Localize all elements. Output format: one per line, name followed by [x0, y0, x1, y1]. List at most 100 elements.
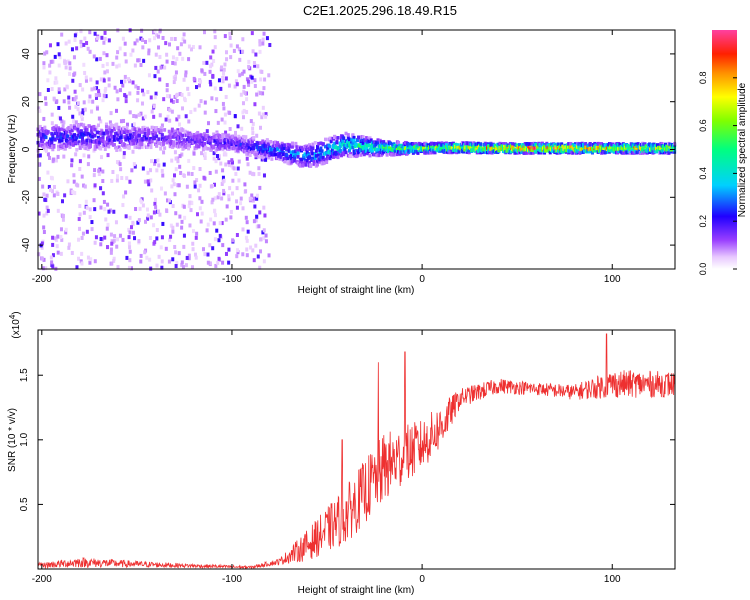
spectrogram-cell	[325, 151, 329, 156]
spectrogram-cell	[255, 144, 259, 148]
spectrogram-cell	[219, 86, 223, 91]
spectrogram-cell	[108, 138, 112, 143]
spectrogram-cell	[180, 152, 184, 157]
spectrogram-cell	[88, 260, 92, 265]
spectrogram-cell	[262, 259, 266, 264]
spectrogram-cell	[169, 234, 173, 239]
spectrogram-cell	[214, 263, 218, 268]
spectrogram-cell	[64, 41, 68, 46]
spectrogram-cell	[187, 92, 191, 97]
spectrogram-cell	[560, 142, 564, 146]
spectrogram-cell	[173, 129, 177, 134]
spectrogram-cell	[237, 47, 241, 52]
spectrogram-cell	[46, 170, 50, 175]
spectrogram-cell	[112, 138, 116, 142]
spectrogram-cell	[235, 199, 239, 204]
spectrogram-cell	[251, 49, 255, 54]
spectrogram-cell	[156, 34, 160, 39]
spectrogram-cell	[146, 216, 150, 221]
spectrogram-cell	[237, 134, 241, 139]
spectrogram-cell	[60, 237, 64, 242]
spectrogram-cell	[175, 117, 179, 122]
spectrogram-cell	[248, 196, 252, 201]
spectrogram-cell	[74, 126, 78, 131]
spectrogram-cell	[112, 258, 116, 263]
spectrogram-cell	[236, 139, 240, 144]
spectrogram-cell	[280, 147, 284, 151]
spectrogram-cell	[293, 155, 297, 160]
spectrogram-cell	[621, 151, 625, 155]
spectrogram-cell	[83, 36, 87, 41]
spectrogram-cell	[86, 162, 90, 167]
spectrogram-cell	[206, 222, 210, 227]
spectrogram-cell	[140, 101, 144, 106]
spectrogram-cell	[370, 148, 374, 153]
spectrogram-cell	[235, 82, 239, 87]
spectrogram-cell	[215, 135, 219, 139]
spectrogram-cell	[95, 80, 99, 85]
spectrogram-cell	[188, 194, 192, 199]
spectrogram-cell	[78, 159, 82, 164]
spectrogram-cell	[455, 150, 459, 155]
spectrogram-cell	[61, 124, 65, 128]
spectrogram-cell	[450, 145, 454, 150]
spectrogram-cell	[209, 184, 213, 189]
spectrogram-cell	[221, 179, 225, 184]
spectrogram-cell	[329, 139, 333, 144]
spectrogram-cell	[199, 219, 203, 224]
spectrogram-cell	[539, 150, 543, 155]
spectrogram-cell	[195, 212, 199, 217]
spectrogram-cell	[314, 149, 318, 153]
spectrogram-cell	[116, 97, 120, 102]
spectrogram-cell	[80, 136, 84, 140]
spectrogram-cell	[253, 78, 257, 83]
spectrogram-cell	[208, 170, 212, 175]
spectrogram-cell	[194, 255, 198, 260]
spectrogram-cell	[139, 259, 143, 264]
spectrogram-cell	[102, 199, 106, 204]
spectrogram-cell	[284, 159, 288, 164]
spectrogram-cell	[255, 193, 259, 198]
spectrogram-cell	[219, 65, 223, 70]
spectrogram-cell	[192, 132, 196, 137]
spectrogram-cell	[351, 141, 355, 145]
spectrogram-cell	[240, 139, 244, 143]
spectrogram-cell	[60, 32, 64, 37]
spectrogram-cell	[99, 146, 103, 151]
spectrogram-cell	[42, 61, 46, 66]
spectrogram-cell	[127, 241, 131, 246]
spectrogram-cell	[143, 114, 147, 119]
spectrogram-cell	[233, 114, 237, 119]
spectrogram-cell	[228, 31, 232, 36]
spectrogram-cell	[102, 93, 106, 98]
spectrogram-cell	[82, 153, 86, 158]
spectrogram-cell	[117, 125, 121, 130]
spectrogram-cell	[204, 136, 208, 141]
spectrogram-cell	[197, 136, 201, 141]
spectrogram-cell	[395, 152, 399, 157]
spectrogram-cell	[84, 130, 88, 134]
spectrogram-cell	[240, 145, 244, 150]
spectrogram-cell	[187, 136, 191, 140]
spectrogram-cell	[71, 190, 75, 195]
spectrogram-cell	[177, 183, 181, 188]
spectrogram-cell	[355, 153, 359, 158]
spectrogram-cell	[50, 121, 54, 126]
spectrogram-cell	[106, 222, 110, 227]
spectrogram-cell	[213, 86, 217, 91]
colorbar-tick-label: 0.6	[698, 119, 708, 132]
spectrogram-cell	[213, 45, 217, 50]
spectrogram-cell	[166, 94, 170, 99]
spectrogram-cell	[107, 77, 111, 82]
spectrogram-cell	[198, 196, 202, 201]
spectrogram-cell	[201, 147, 205, 152]
spectrogram-cell	[329, 154, 333, 159]
spectrogram-cell	[66, 139, 70, 144]
spectrogram-cell	[252, 196, 256, 201]
spectrogram-cell	[193, 146, 197, 151]
spectrogram-cell	[115, 64, 119, 69]
x-tick-label: 100	[604, 574, 621, 585]
spectrogram-cell	[62, 154, 66, 159]
spectrogram-cell	[311, 142, 315, 147]
spectrogram-cell	[131, 149, 135, 154]
